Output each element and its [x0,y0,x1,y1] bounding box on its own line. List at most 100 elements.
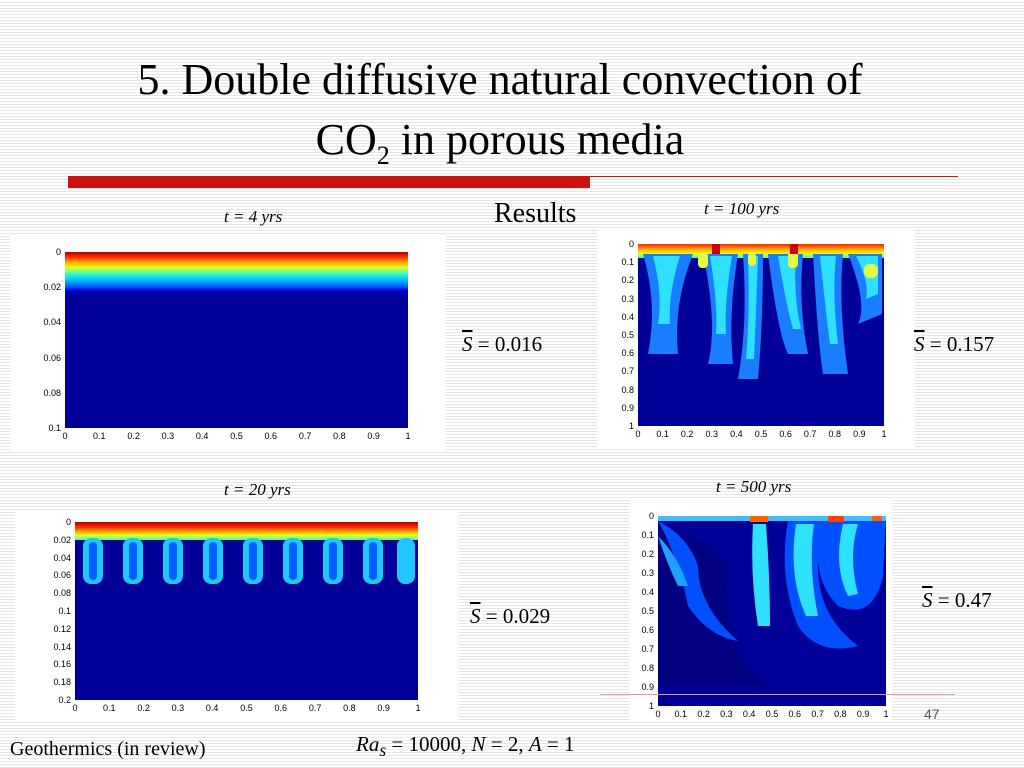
y-tick-label: 1 [648,701,654,711]
x-tick-label: 0.4 [742,709,756,719]
x-tick-label: 1 [405,431,411,441]
s-value-t100: S = 0.157 [914,332,994,357]
title-subscript: 2 [376,140,390,170]
x-tick-label: 0.3 [720,709,733,719]
x-tick-label: 0.6 [264,431,278,441]
page-number: 47 [924,706,940,722]
y-tick-label: 0.6 [621,348,634,359]
fingers-t20 [83,538,415,584]
x-tick-label: 0.6 [274,703,288,713]
y-tick-label: 0 [55,247,61,257]
y-tick-label: 0.3 [621,293,634,304]
contour-plot-t20 [75,522,418,700]
panel-t20: 0 0.02 0.04 0.06 0.08 0.1 0.12 0.14 0.16 0.18 0.2 0… [15,512,459,722]
title-divider [68,176,958,188]
panel-t4: 0 0.02 0.04 0.06 0.08 0.1 0 0.1 0.2 0.3 0.4 0.5 0.6 0… [10,236,446,450]
title-rest: in porous media [389,115,685,164]
x-tick-label: 0.2 [127,431,140,441]
page-divider [600,694,955,695]
y-tick-label: 0.8 [641,663,654,673]
x-tick-label: 0.6 [788,709,802,719]
s-bar-symbol: S [922,588,933,612]
x-tick-label: 0.6 [779,429,792,439]
s-bar-symbol: S [914,332,925,356]
y-tick-label: 0.02 [43,282,61,293]
x-tick-label: 0.2 [137,703,150,713]
x-tick-label: 0.3 [161,431,175,441]
x-tick-label: 0.5 [765,709,779,719]
x-tick-label: 0.8 [333,431,346,441]
y-tick-label: 0.2 [621,275,634,286]
caption-t500: t = 500 yrs [716,477,792,496]
y-tick-label: 0.4 [641,587,654,597]
contour-plot-t100 [638,244,884,426]
n-symbol: N [471,732,486,756]
y-tick-label: 0.1 [48,423,61,433]
x-tick-label: 0.7 [308,703,322,713]
y-tick-label: 0.1 [641,530,654,540]
y-tick-label: 0.7 [641,644,654,654]
slide-title: 5. Double diffusive natural convection o… [40,50,960,186]
y-tick-label: 0.02 [53,534,71,545]
y-tick-label: 0.1 [621,257,634,268]
a-value: = 1 [541,732,575,756]
y-tick-label: 0.6 [641,625,654,635]
x-tick-label: 0.9 [856,709,870,719]
x-tick-label: 0.1 [103,703,116,713]
s-value-t500: S = 0.47 [922,588,992,613]
x-tick-label: 0.5 [754,429,768,439]
contour-top-t20 [75,522,418,540]
a-symbol: A [528,732,542,756]
s-value-t4: S = 0.016 [462,332,542,357]
reference-text: Geothermics (in review) [10,738,206,760]
x-tick-label: 0.8 [834,709,847,719]
x-tick-label: 1 [883,709,889,719]
x-tick-label: 0.1 [674,709,688,719]
n-value: = 2, [485,732,529,756]
contour-plot-t500 [658,516,886,706]
divider-thick [68,176,590,188]
y-tick-label: 0.7 [621,366,634,377]
s-bar-symbol: S [462,332,473,356]
panel-t100: 0 0.1 0.2 0.3 0.4 0.5 0.6 0.7 0.8 0.9 1 0 0.1 0.2 0.3 0… [598,230,914,448]
y-tick-label: 0.9 [641,682,654,692]
x-tick-label: 0.2 [680,429,694,439]
x-tick-label: 0 [635,429,641,439]
x-tick-label: 0.7 [811,709,824,719]
s-number: = 0.47 [937,588,992,612]
s-bar-symbol: S [470,604,481,628]
caption-t4: t = 4 yrs [224,207,283,226]
caption-t100: t = 100 yrs [704,199,780,218]
x-tick-label: 0.7 [803,429,817,439]
s-value-t20: S = 0.029 [470,604,550,629]
y-tick-label: 0.04 [43,317,61,328]
x-tick-label: 0.8 [828,429,842,439]
y-tick-label: 0.08 [43,387,61,398]
y-tick-label: 0 [628,239,634,249]
x-tick-label: 0.1 [656,429,669,439]
s-number: = 0.029 [485,604,551,628]
parameters-text: Ras = 10000, N = 2, A = 1 [356,732,575,761]
plumes-t100 [643,244,882,379]
y-tick-label: 0.9 [621,402,634,413]
y-tick-label: 0.08 [53,588,71,599]
y-tick-label: 0.5 [641,606,654,616]
title-line-1: 5. Double diffusive natural convection o… [137,55,863,104]
y-tick-label: 0.12 [53,623,71,634]
y-tick-label: 0.04 [53,552,71,563]
y-tick-label: 0.1 [58,606,71,616]
y-tick-label: 0.2 [58,695,71,705]
y-tick-label: 0.8 [621,384,634,395]
x-tick-label: 0.1 [93,431,106,441]
divider-thin [590,176,958,177]
x-tick-label: 0 [62,431,68,441]
title-co: CO [315,115,377,164]
results-label: Results [494,198,577,229]
x-tick-label: 0.9 [377,703,390,713]
x-tick-label: 0.3 [171,703,185,713]
y-tick-label: 0.4 [621,311,634,322]
x-tick-label: 0.2 [697,709,710,719]
s-number: = 0.157 [929,332,995,356]
y-tick-label: 0.18 [53,677,71,688]
x-tick-label: 1 [881,429,887,439]
